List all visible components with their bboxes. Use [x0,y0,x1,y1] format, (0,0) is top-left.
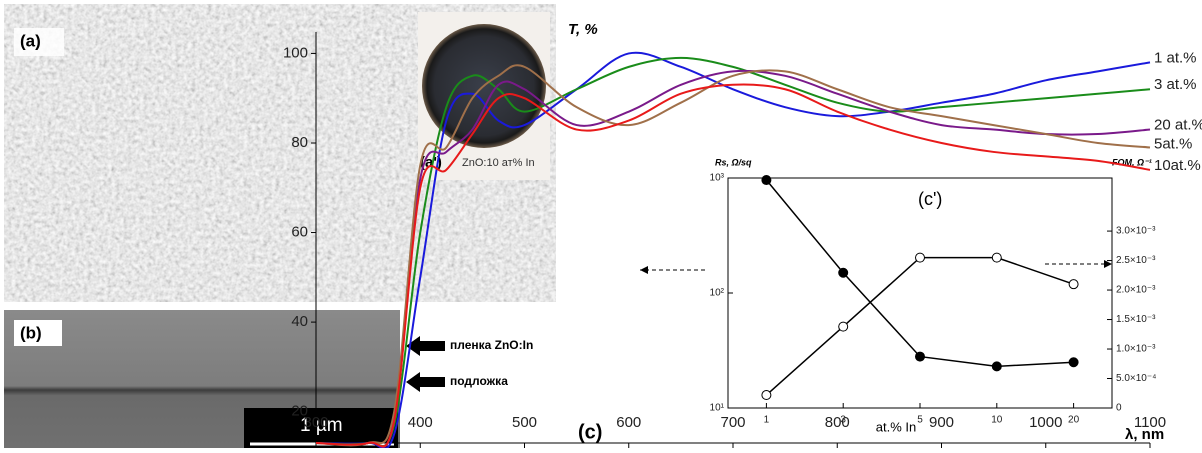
y-axis-label: T, % [568,21,598,38]
inset-caption: ZnO:10 ат% In [462,157,535,169]
marker [916,352,925,361]
substrate-label: подложка [450,374,508,388]
panel-label: (c) [578,421,602,443]
arrowhead [1104,260,1112,268]
y2-tick-label: 3.0×10⁻³ [1116,226,1156,237]
x-tick-label: 600 [616,414,641,431]
series-label: 1 at.% [1154,49,1197,66]
x-tick-label: 700 [720,414,745,431]
inset-y-label: Rs, Ω/sq [715,157,752,167]
y-tick-label: 100 [283,44,308,61]
y-tick-label: 10³ [710,173,725,184]
marker [992,362,1001,371]
y2-tick-label: 1.0×10⁻³ [1116,344,1156,355]
line-series [766,258,1073,395]
x-tick-label: 20 [1068,415,1080,426]
x-tick-label: 10 [991,415,1003,426]
inset-x-label: at.% In [876,419,916,434]
panel-label: (b) [20,323,42,342]
marker [839,322,848,331]
y-tick-label: 10¹ [710,403,725,414]
y-tick-label: 80 [291,134,308,151]
x-tick-label: 500 [512,414,537,431]
series-label: 5at.% [1154,136,1192,153]
x-tick-label: 1000 [1029,414,1062,431]
x-tick-label: 300 [303,414,328,431]
x-tick-label: 900 [929,414,954,431]
series-label: 10at.% [1154,157,1201,174]
panel-a: (a) (a') ZnO:10 ат% In [4,4,556,302]
y-tick-label: 40 [291,313,308,330]
marker [992,253,1001,262]
marker [916,253,925,262]
marker [1069,280,1078,289]
marker [762,176,771,185]
marker [1069,358,1078,367]
marker [762,391,771,400]
y2-tick-label: 2.0×10⁻³ [1116,285,1156,296]
film-label: пленка ZnO:In [450,338,533,352]
series-label: 20 at.% [1154,117,1202,134]
series-label: 3 at.% [1154,76,1197,93]
y2-tick-label: 0 [1116,403,1122,414]
x-tick-label: 800 [825,414,850,431]
x-tick-label: 1100 [1134,414,1166,431]
y2-tick-label: 2.5×10⁻³ [1116,255,1156,266]
y2-tick-label: 1.5×10⁻³ [1116,314,1156,325]
arrow [406,372,445,392]
y-tick-label: 60 [291,224,308,241]
x-tick-label: 5 [917,415,923,426]
panel-label: (a) [20,31,41,50]
arrowhead [640,266,648,274]
y-tick-label: 10² [710,288,725,299]
inset-frame [728,178,1112,408]
x-tick-label: 1 [764,415,770,426]
marker [839,268,848,277]
y2-tick-label: 5.0×10⁻⁴ [1116,373,1156,384]
x-tick-label: 3 [840,415,846,426]
x-tick-label: 400 [408,414,433,431]
inset-annotation: (c') [918,189,942,209]
panel-b: (b) 1 µm пленка ZnO:In подложка [4,310,533,448]
figure: (a) (a') ZnO:10 ат% In (b) 1 µm пленка Z… [0,0,1202,448]
